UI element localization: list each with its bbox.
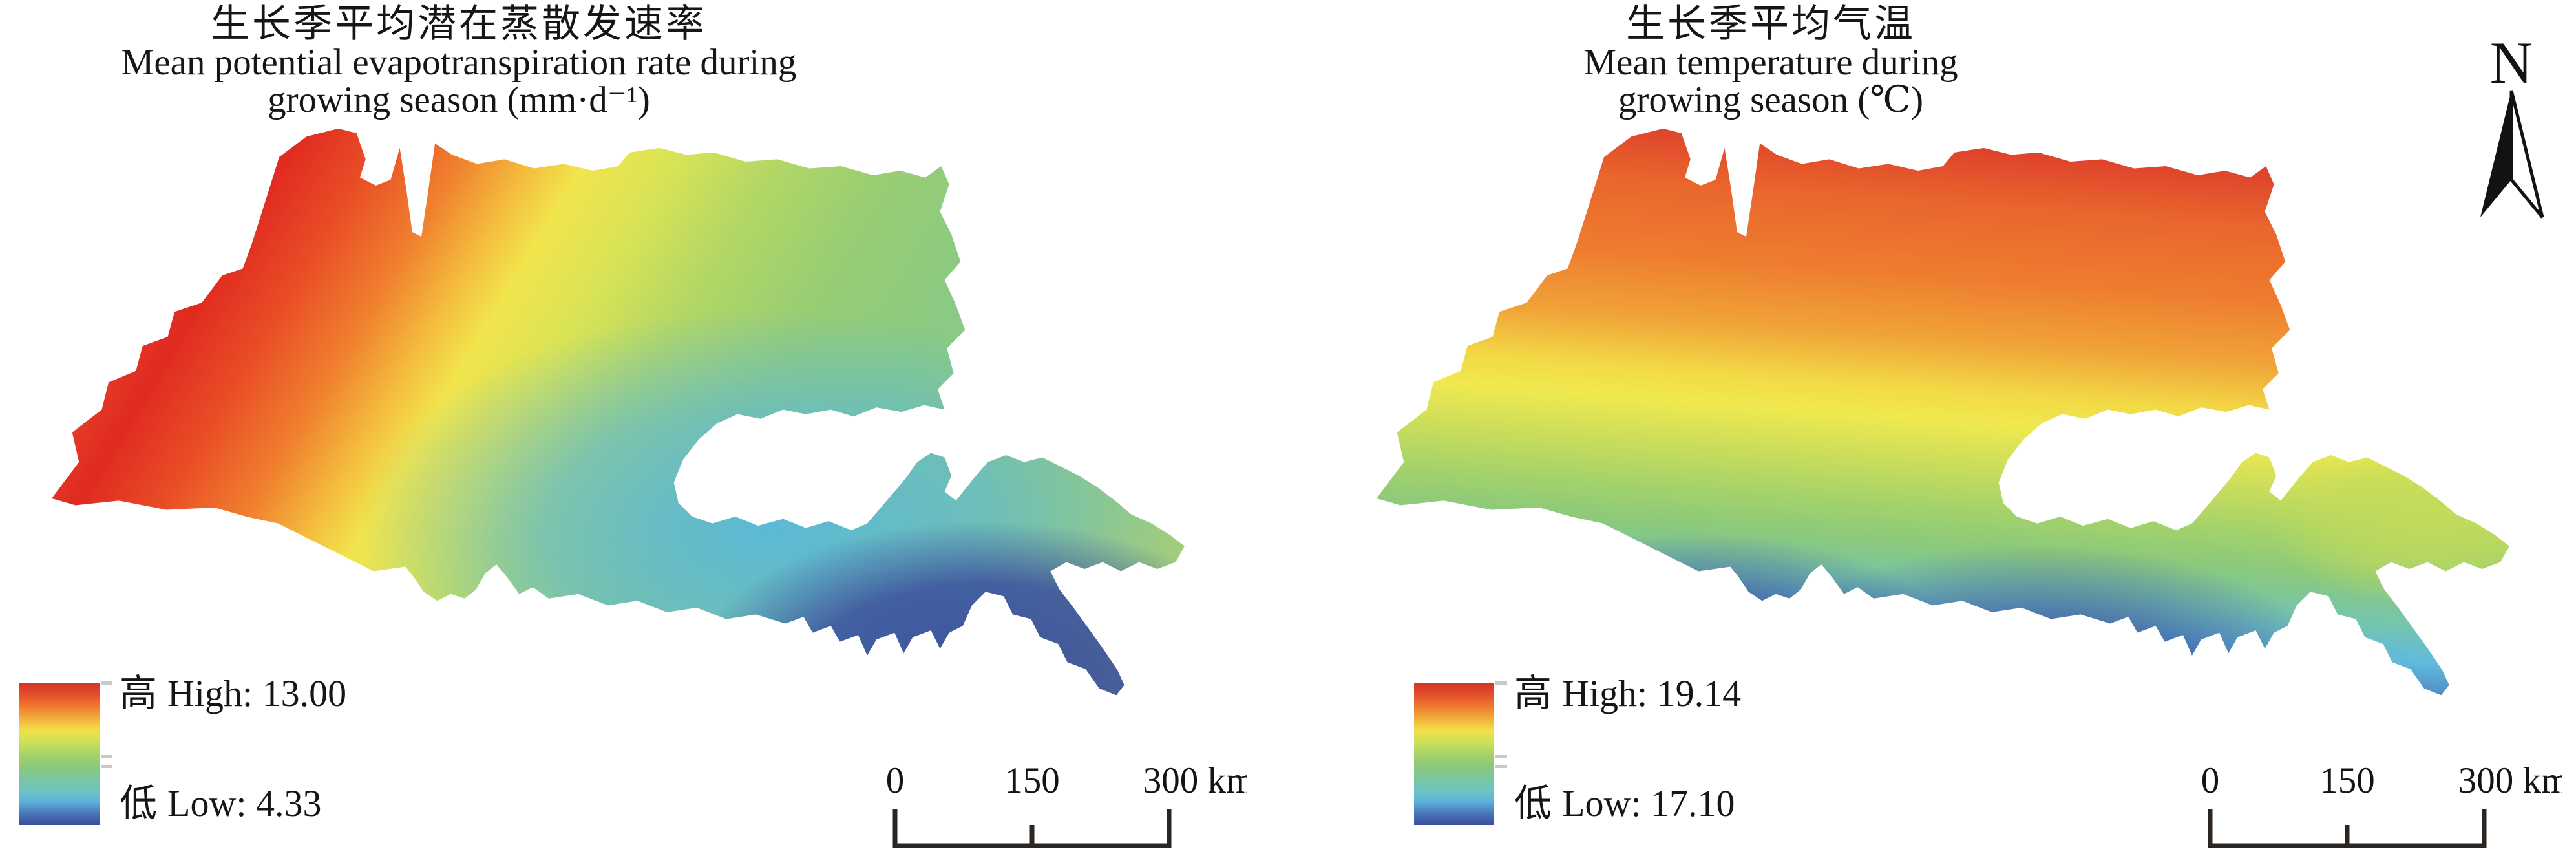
- pet-title-english-line2: growing season (mm·d⁻¹): [268, 80, 650, 120]
- legend-high-en: High: 19.14: [1562, 672, 1742, 714]
- scale-label-300km: 300 km: [1143, 760, 1247, 801]
- north-arrow: N: [2480, 30, 2544, 219]
- pet-legend-low: 低 Low: 4.33: [120, 782, 321, 825]
- colorbar-tick-mid2: [1495, 765, 1507, 768]
- pet-scale-bar: 0 150 300 km: [886, 760, 1247, 848]
- scale-label-0: 0: [886, 760, 905, 801]
- temperature-legend-high: 高 High: 19.14: [1514, 672, 1741, 715]
- pet-blue-minimum-overlay: [52, 128, 1185, 696]
- legend-high-en: High: 13.00: [167, 672, 347, 714]
- pet-title-english-line1: Mean potential evapotranspiration rate d…: [121, 42, 797, 83]
- colorbar-tick-top: [1495, 681, 1507, 685]
- pet-map-title: 生长季平均潜在蒸散发速率 Mean potential evapotranspi…: [45, 4, 872, 119]
- scale-label-300km: 300 km: [2458, 760, 2562, 801]
- colorbar-tick-top: [101, 681, 112, 685]
- north-arrow-right-half: [2509, 90, 2544, 219]
- pet-legend-colorbar: [19, 683, 100, 825]
- temperature-map-region: [1377, 128, 2509, 696]
- legend-low-en: Low: 4.33: [167, 782, 322, 824]
- colorbar-tick-mid2: [101, 765, 112, 768]
- scale-label-0: 0: [2201, 760, 2220, 801]
- north-arrow-left-half: [2480, 91, 2511, 217]
- colorbar-tick-mid1: [1495, 755, 1507, 758]
- temperature-title-english-line2: growing season (℃): [1618, 80, 1924, 120]
- temperature-green-tail-overlay: [1377, 128, 2509, 696]
- pet-legend-colorbar-wrap: [19, 681, 112, 825]
- temperature-legend-colorbar: [1414, 683, 1494, 825]
- pet-title-chinese: 生长季平均潜在蒸散发速率: [211, 3, 707, 45]
- pet-legend-high: 高 High: 13.00: [120, 672, 346, 715]
- legend-low-zh: 低: [1514, 782, 1552, 824]
- temperature-legend-low: 低 Low: 17.10: [1514, 782, 1735, 825]
- legend-low-zh: 低: [120, 782, 158, 824]
- temperature-map: [1377, 128, 2509, 696]
- north-label: N: [2490, 30, 2533, 96]
- pet-map: [52, 128, 1185, 696]
- temperature-map-title: 生长季平均气温 Mean temperature during growing …: [1389, 4, 2152, 119]
- temperature-scale-bar: 0 150 300 km: [2201, 760, 2562, 848]
- legend-low-en: Low: 17.10: [1562, 782, 1735, 824]
- pet-map-region: [52, 128, 1185, 696]
- legend-high-zh: 高: [1514, 672, 1552, 714]
- temperature-title-english-line1: Mean temperature during: [1583, 42, 1958, 83]
- temperature-legend-colorbar-wrap: [1414, 681, 1507, 825]
- scale-label-150: 150: [1004, 760, 1060, 801]
- legend-high-zh: 高: [120, 672, 158, 714]
- scale-label-150: 150: [2319, 760, 2375, 801]
- colorbar-tick-mid1: [101, 755, 112, 758]
- temperature-title-chinese: 生长季平均气温: [1626, 3, 1916, 45]
